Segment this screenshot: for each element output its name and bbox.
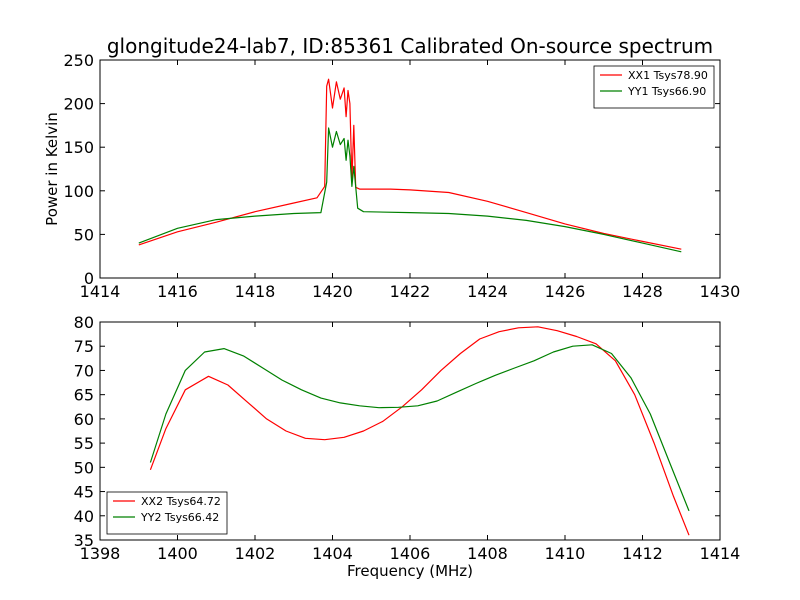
y-tick-label: 80: [74, 313, 94, 332]
x-tick-label: 1430: [700, 282, 741, 301]
x-tick-label: 1418: [235, 282, 276, 301]
y-tick-label: 35: [74, 531, 94, 550]
y-tick-label: 40: [74, 507, 94, 526]
series-line-yy2: [149, 344, 690, 512]
top-spectrum-panel: 1414 1416 1418 1420 1422 1424 1426 1428 1430 0 50 1…: [43, 51, 740, 301]
legend-box: [106, 491, 228, 535]
y-tick-label: 150: [63, 138, 94, 157]
x-tick-label: 1412: [622, 544, 663, 563]
y-tick-label: 75: [74, 337, 94, 356]
y-tick-label: 50: [74, 458, 94, 477]
y-tick-label: 70: [74, 361, 94, 380]
y-tick-label: 45: [74, 483, 94, 502]
x-axis-label: Frequency (MHz): [347, 562, 473, 580]
x-tick-label: 1398: [80, 544, 121, 563]
x-tick-label: 1404: [312, 544, 353, 563]
legend: XX1 Tsys78.90 YY1 Tsys66.90: [593, 65, 715, 109]
y-tick-label: 50: [74, 225, 94, 244]
x-tick-label: 1414: [80, 282, 121, 301]
x-tick-label: 1420: [312, 282, 353, 301]
legend-box: [593, 65, 715, 109]
bottom-spectrum-panel: 1398 1400 1402 1404 1406 1408 1410 1412 1414 35 40…: [74, 313, 741, 580]
x-tick-label: 1400: [157, 544, 198, 563]
legend-entry: YY2 Tsys66.42: [140, 511, 219, 524]
y-tick-label: 55: [74, 434, 94, 453]
legend: XX2 Tsys64.72 YY2 Tsys66.42: [106, 491, 228, 535]
x-tick-label: 1402: [235, 544, 276, 563]
x-tick-label: 1416: [157, 282, 198, 301]
x-tick-label: 1424: [467, 282, 508, 301]
y-tick-label: 60: [74, 410, 94, 429]
legend-entry: XX2 Tsys64.72: [141, 495, 221, 508]
x-tick-label: 1428: [622, 282, 663, 301]
y-tick-label: 100: [63, 182, 94, 201]
chart-title: glongitude24-lab7, ID:85361 Calibrated O…: [107, 34, 713, 58]
x-tick-label: 1414: [700, 544, 741, 563]
x-tick-label: 1406: [390, 544, 431, 563]
series-line-yy1: [138, 127, 682, 253]
x-tick-label: 1426: [545, 282, 586, 301]
y-tick-label: 250: [63, 51, 94, 70]
x-tick-label: 1410: [545, 544, 586, 563]
x-tick-label: 1422: [390, 282, 431, 301]
y-axis-label: Power in Kelvin: [43, 112, 61, 226]
x-tick-label: 1408: [467, 544, 508, 563]
y-tick-label: 65: [74, 386, 94, 405]
legend-entry: XX1 Tsys78.90: [628, 69, 708, 82]
y-tick-label: 0: [84, 269, 94, 288]
y-tick-label: 200: [63, 95, 94, 114]
series-line-xx1: [138, 78, 682, 250]
legend-entry: YY1 Tsys66.90: [627, 85, 706, 98]
